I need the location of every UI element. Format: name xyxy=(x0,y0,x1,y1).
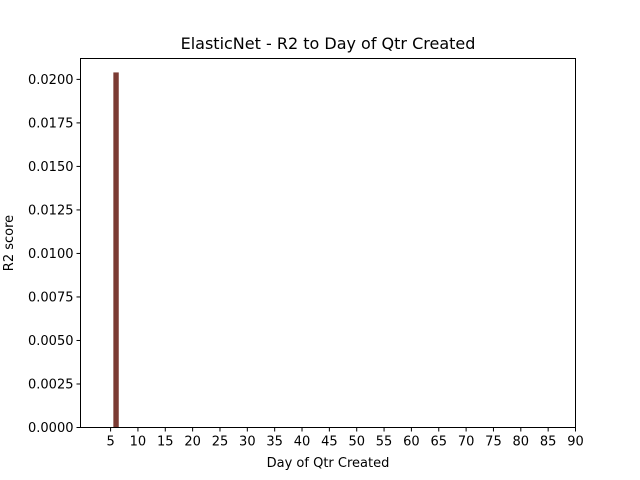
y-tick-label: 0.0200 xyxy=(28,73,74,88)
y-tick-label: 0.0100 xyxy=(28,247,74,262)
x-tick-label: 80 xyxy=(513,435,530,450)
x-tick-label: 20 xyxy=(184,435,201,450)
x-tick-label: 5 xyxy=(106,435,114,450)
x-tick-label: 65 xyxy=(430,435,447,450)
y-tick-label: 0.0175 xyxy=(28,116,74,131)
x-tick-label: 15 xyxy=(157,435,174,450)
y-tick-label: 0.0000 xyxy=(28,421,74,436)
x-axis-label: Day of Qtr Created xyxy=(267,456,390,471)
plot-area: 5 10 15 20 25 30 35 40 45 50 55 60 65 70 75 80 85 90 0.00… xyxy=(28,58,584,450)
x-tick-label: 25 xyxy=(212,435,229,450)
x-tick-label: 70 xyxy=(458,435,475,450)
x-tick-label: 30 xyxy=(239,435,256,450)
y-tick-label: 0.0025 xyxy=(28,377,74,392)
x-axis: 5 10 15 20 25 30 35 40 45 50 55 60 65 70 75 80 85 90 xyxy=(106,427,584,450)
x-tick-label: 90 xyxy=(567,435,584,450)
y-axis-label: R2 score xyxy=(2,215,17,271)
x-tick-label: 85 xyxy=(540,435,557,450)
x-tick-label: 45 xyxy=(321,435,338,450)
x-tick-label: 75 xyxy=(485,435,502,450)
x-tick-label: 10 xyxy=(130,435,147,450)
y-tick-label: 0.0125 xyxy=(28,203,74,218)
bar xyxy=(113,72,119,428)
x-tick-label: 60 xyxy=(403,435,420,450)
y-axis: 0.0000 0.0025 0.0050 0.0075 0.0100 0.0125 0.01… xyxy=(28,73,81,436)
x-tick-label: 35 xyxy=(266,435,283,450)
x-tick-label: 55 xyxy=(376,435,393,450)
plot-frame xyxy=(80,58,576,428)
x-tick-label: 40 xyxy=(294,435,311,450)
y-tick-label: 0.0150 xyxy=(28,160,74,175)
y-tick-label: 0.0075 xyxy=(28,290,74,305)
chart-title: ElasticNet - R2 to Day of Qtr Created xyxy=(181,34,476,53)
x-tick-label: 50 xyxy=(348,435,365,450)
y-tick-label: 0.0050 xyxy=(28,334,74,349)
bars xyxy=(113,72,119,428)
